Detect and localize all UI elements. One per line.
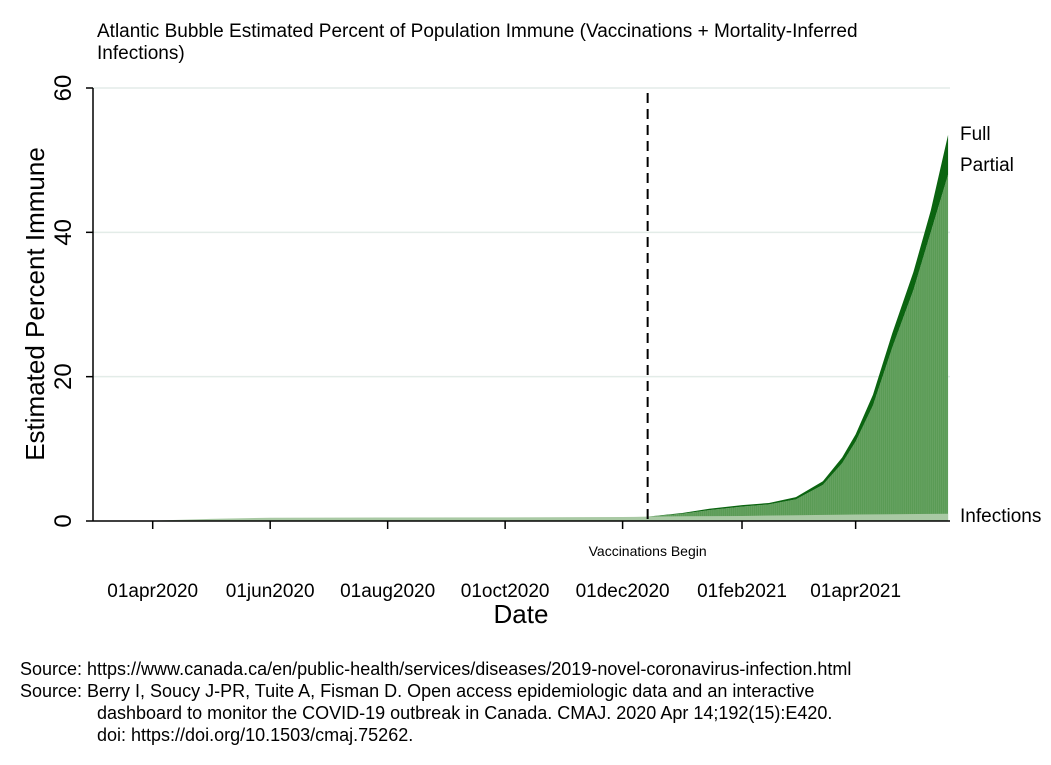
x-tick-label-4: 01dec2020 (576, 581, 670, 602)
y-tick-label-3: 60 (50, 75, 77, 102)
area-partial (647, 174, 949, 521)
source-line-2: Source: Berry I, Soucy J-PR, Tuite A, Fi… (20, 681, 815, 701)
x-tick-label-0: 01apr2020 (107, 581, 198, 602)
y-tick-label-1: 20 (50, 363, 77, 390)
x-axis-ticks: 01apr2020 01jun2020 01aug2020 01oct2020 01de… (107, 521, 901, 602)
source-line-3: dashboard to monitor the COVID-19 outbre… (97, 703, 833, 723)
vaccination-annotation: Vaccinations Begin (589, 93, 707, 559)
x-tick-label-3: 01oct2020 (461, 581, 550, 602)
plot-areas (93, 134, 949, 521)
chart-title-line-2: Infections) (97, 43, 185, 64)
x-tick-label-6: 01apr2021 (810, 581, 901, 602)
daily-bar-texture (649, 174, 949, 517)
axes (92, 88, 950, 522)
area-infections (93, 513, 949, 521)
y-tick-label-2: 40 (50, 219, 77, 246)
vaccination-start-label: Vaccinations Begin (589, 543, 707, 559)
series-labels: Full Partial Infections (960, 124, 1041, 527)
gridlines (93, 87, 950, 378)
y-axis-ticks: 0 20 40 60 (50, 75, 93, 528)
x-axis-label: Date (494, 599, 549, 629)
chart-title-line-1: Atlantic Bubble Estimated Percent of Pop… (97, 21, 858, 42)
series-label-partial: Partial (960, 155, 1014, 176)
x-tick-label-2: 01aug2020 (340, 581, 435, 602)
series-label-infections: Infections (960, 506, 1041, 527)
source-line-4: doi: https://doi.org/10.1503/cmaj.75262. (97, 725, 414, 745)
x-tick-label-5: 01feb2021 (697, 581, 787, 602)
y-tick-label-0: 0 (50, 514, 77, 527)
y-axis-label: Estimated Percent Immune (20, 147, 50, 461)
source-notes: Source: https://www.canada.ca/en/public-… (20, 658, 851, 746)
source-line-1: Source: https://www.canada.ca/en/public-… (20, 659, 852, 679)
series-label-full: Full (960, 124, 991, 145)
x-tick-label-1: 01jun2020 (226, 581, 315, 602)
immunity-chart: Atlantic Bubble Estimated Percent of Pop… (20, 21, 1041, 629)
